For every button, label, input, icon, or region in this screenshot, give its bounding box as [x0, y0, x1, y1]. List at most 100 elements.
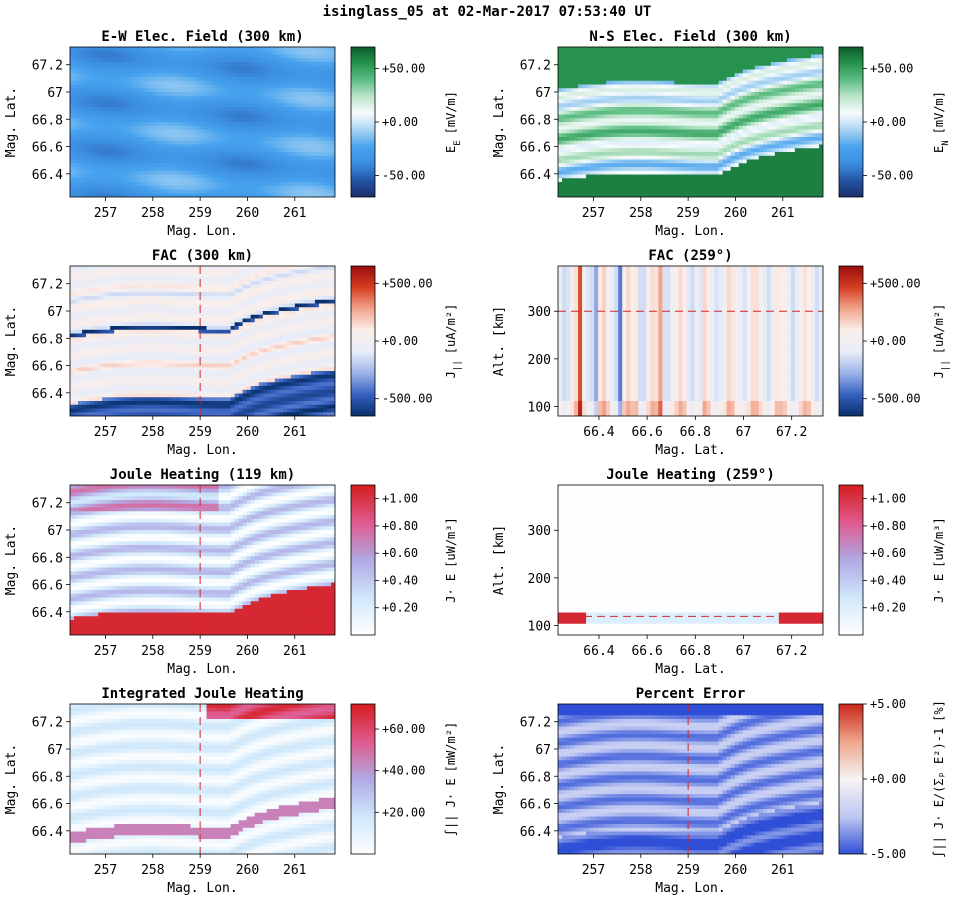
- ns-cell: [598, 99, 603, 104]
- ns-cell: [754, 125, 760, 131]
- ew-cell: [114, 137, 119, 142]
- ew-cell: [146, 122, 151, 127]
- ns-cell: [726, 140, 732, 146]
- ns-cell: [642, 118, 647, 123]
- ns-cell: [638, 80, 643, 86]
- ew-cell: [82, 122, 87, 127]
- ew-cell: [190, 114, 196, 119]
- ns-cell: [686, 193, 692, 197]
- ew-cell: [318, 155, 324, 161]
- ew-cell: [118, 129, 123, 134]
- ns-cell: [738, 133, 744, 138]
- ns-cell: [726, 189, 732, 194]
- ns-cell: [702, 144, 708, 149]
- ew-cell: [82, 77, 87, 82]
- ns-cell: [718, 69, 724, 74]
- ew-cell: [230, 47, 236, 52]
- ew-cell: [138, 58, 143, 63]
- ew-cell: [206, 54, 212, 59]
- ew-cell: [294, 140, 300, 146]
- ew-cell: [298, 159, 304, 164]
- ew-cell: [182, 140, 188, 146]
- ns-cell: [558, 189, 563, 194]
- ew-cell: [106, 167, 111, 172]
- ns-cell: [670, 62, 676, 67]
- ew-cell: [322, 47, 328, 52]
- ns-cell: [590, 114, 595, 119]
- ns-cell: [750, 137, 756, 142]
- ns-cell: [686, 110, 692, 116]
- ew-cell: [78, 103, 83, 108]
- ns-cell: [782, 114, 788, 119]
- ew-cell: [282, 129, 288, 134]
- ew-cell: [298, 92, 304, 97]
- ew-cell: [146, 114, 151, 119]
- ns-cell: [766, 118, 772, 123]
- ew-cell: [106, 84, 111, 89]
- ns-cell: [594, 133, 599, 138]
- ew-cell: [78, 125, 83, 131]
- ew-cell: [322, 50, 328, 56]
- ns-cell: [730, 174, 736, 179]
- ns-cell: [606, 182, 611, 187]
- ns-cell: [610, 125, 615, 131]
- ew-cell: [214, 174, 220, 179]
- ew-cell: [286, 144, 292, 149]
- ns-cell: [690, 65, 696, 71]
- ns-cell: [702, 99, 708, 104]
- ew-cell: [106, 174, 111, 179]
- ew-cell: [154, 110, 159, 116]
- ew-cell: [110, 47, 115, 52]
- ew-cell: [322, 88, 328, 93]
- ew-cell: [282, 133, 288, 138]
- ew-cell: [158, 167, 163, 172]
- ew-cell: [122, 80, 127, 86]
- ns-cell: [750, 152, 756, 157]
- ew-cell: [242, 122, 248, 127]
- ew-cell: [294, 178, 300, 183]
- ns-cell: [634, 144, 639, 149]
- ns-cell: [682, 58, 688, 63]
- ew-cell: [86, 118, 91, 123]
- ew-cell: [326, 193, 332, 197]
- ew-cell: [118, 122, 123, 127]
- ew-cell: [310, 77, 316, 82]
- ew-cell: [174, 65, 180, 71]
- ew-cell: [234, 58, 240, 63]
- ns-cell: [698, 189, 704, 194]
- ew-cell: [298, 95, 304, 101]
- ns-cell: [578, 148, 583, 153]
- ew-cell: [322, 73, 328, 78]
- ew-cell: [170, 185, 175, 191]
- ns-cell: [694, 140, 700, 146]
- ns-cell: [726, 73, 732, 78]
- ns-cell: [670, 88, 676, 93]
- ew-cell: [258, 69, 264, 74]
- ns-cell: [694, 88, 700, 93]
- ns-cell: [594, 54, 599, 59]
- ns-cell: [654, 107, 659, 112]
- ns-cell: [682, 77, 688, 82]
- ew-cell: [182, 114, 188, 119]
- ns-cell: [674, 148, 680, 153]
- ew-cell: [238, 193, 244, 197]
- ew-cell: [162, 152, 167, 157]
- ns-cell: [650, 122, 655, 127]
- ew-cell: [98, 155, 103, 161]
- ns-cell: [778, 167, 784, 172]
- ns-cell: [666, 144, 672, 149]
- ew-cell: [294, 47, 300, 52]
- ew-cell: [90, 110, 95, 116]
- ew-cell: [98, 170, 103, 176]
- ns-cell: [566, 148, 571, 153]
- ns-cell: [574, 163, 579, 168]
- ew-cell: [318, 159, 324, 164]
- ew-cell: [266, 137, 272, 142]
- ns-cell: [602, 107, 607, 112]
- ew-cell: [206, 193, 212, 197]
- ew-cell: [118, 65, 123, 71]
- ew-cell: [166, 118, 171, 123]
- ns-cell: [694, 69, 700, 74]
- ns-cell: [690, 50, 696, 56]
- ns-cell: [630, 118, 635, 123]
